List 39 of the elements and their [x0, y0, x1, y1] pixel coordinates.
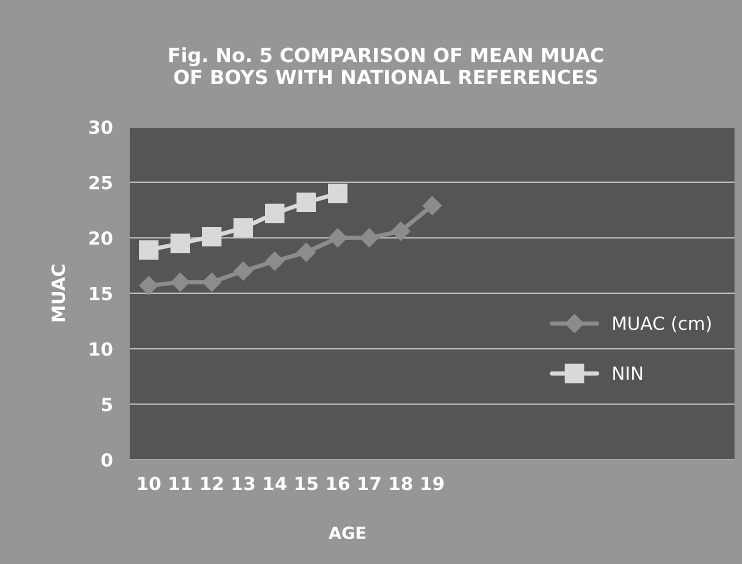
x-tick-label: 13	[232, 476, 254, 490]
y-tick-label: 30	[89, 120, 112, 134]
point	[139, 240, 158, 260]
x-tick-label: 10	[138, 476, 160, 490]
point	[296, 192, 316, 212]
point	[170, 272, 190, 292]
point	[202, 226, 222, 246]
x-tick-label: 18	[390, 476, 412, 490]
x-tick-label: 12	[201, 476, 223, 490]
x-tick-label: 17	[358, 476, 380, 490]
x-tick-label: 14	[264, 476, 286, 490]
point	[265, 252, 284, 271]
point	[139, 276, 158, 296]
x-tick-label: 15	[296, 476, 318, 490]
point	[328, 184, 348, 204]
point	[360, 228, 379, 248]
point	[234, 262, 253, 281]
y-tick-label: 0	[101, 453, 112, 467]
point	[202, 272, 222, 292]
y-tick-label: 10	[90, 342, 112, 356]
y-tick-label: 5	[102, 398, 112, 412]
point	[170, 234, 190, 254]
legend-label: NIN	[613, 366, 642, 380]
x-tick-label: 11	[170, 476, 192, 490]
x-axis-title: AGE	[328, 526, 366, 540]
x-tick-label: 16	[327, 476, 350, 490]
chart-title: Fig. No. 5 COMPARISON OF MEAN MUAC OF BOYS WITH NATIONAL REFERENCES	[169, 47, 603, 84]
point	[391, 222, 410, 241]
point	[422, 196, 442, 216]
y-axis-title: MUAC	[51, 264, 66, 322]
point	[296, 242, 316, 262]
point	[234, 218, 253, 238]
point	[328, 228, 348, 248]
y-tick-label: 25	[89, 176, 112, 190]
point	[265, 204, 284, 224]
x-tick-label: 19	[422, 476, 444, 490]
y-tick-label: 20	[89, 231, 112, 245]
y-tick-label: 15	[90, 286, 112, 300]
legend-label: MUAC (cm)	[613, 316, 711, 332]
